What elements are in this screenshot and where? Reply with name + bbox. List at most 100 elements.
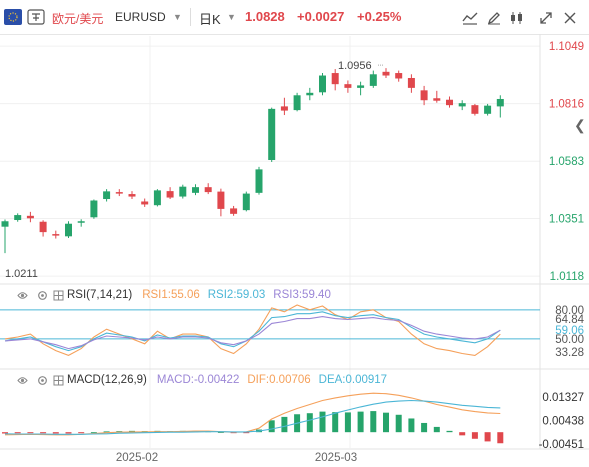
chevron-down-icon[interactable]: ▼: [173, 12, 182, 22]
expand-icon: [540, 12, 552, 24]
candle-body: [153, 190, 161, 206]
price-change-percent: +0.25%: [357, 9, 402, 24]
close-button[interactable]: [561, 9, 579, 27]
macd-histogram-bar: [497, 432, 504, 444]
macd-value: MACD:-0.00422: [156, 374, 240, 386]
expand-button[interactable]: [537, 9, 555, 27]
candle-body: [293, 95, 301, 111]
candle-body: [319, 75, 326, 93]
rsi1-value: RSI1:55.06: [142, 289, 200, 301]
candle-body: [230, 208, 238, 214]
macd-histogram-bar: [52, 432, 59, 434]
rsi-lines: [0, 304, 540, 357]
eye-icon[interactable]: [17, 290, 28, 301]
macd-histogram-bar: [332, 412, 339, 433]
macd-histogram-bar: [344, 412, 351, 433]
candle-body: [52, 234, 60, 236]
rsi-tick-label: 64.84: [555, 314, 584, 326]
candle-body: [217, 191, 225, 209]
candle-body: [14, 215, 22, 221]
macd-histogram-bar: [268, 420, 275, 433]
macd-histogram-bar: [357, 411, 364, 433]
gear-icon[interactable]: [37, 290, 48, 301]
candle-body: [496, 98, 504, 107]
divider: [190, 8, 191, 26]
candle-body: [280, 106, 288, 111]
candle-body: [128, 194, 136, 197]
macd-tick-label: 0.00438: [542, 416, 584, 428]
macd-histogram-bar: [408, 418, 415, 433]
candle-body: [115, 192, 123, 194]
draw-button[interactable]: [485, 9, 503, 27]
macd-histogram-bar: [14, 432, 21, 434]
last-price: 1.0828: [245, 9, 285, 24]
macd-header: MACD(12,26,9) MACD:-0.00422 DIF:0.00706 …: [0, 372, 387, 388]
macd-histogram-bar: [370, 411, 377, 433]
low-price-label: 1.0211: [5, 268, 38, 280]
dif-value: DIF:0.00706: [247, 374, 311, 386]
rsi-tick-label: 59.06: [555, 325, 584, 337]
high-price-label: 1.0956: [338, 60, 372, 72]
flag-icon: [4, 9, 22, 25]
macd-histogram-bar: [471, 432, 478, 439]
dea-value: DEA:0.00917: [318, 374, 388, 386]
price-change: +0.0027: [297, 9, 345, 24]
symbol-code[interactable]: EURUSD: [115, 10, 166, 24]
candle-body: [344, 84, 352, 88]
macd-histogram-bar: [65, 432, 72, 434]
candle-body: [433, 98, 441, 101]
indicator-icon: [462, 12, 478, 25]
candle-body: [268, 108, 276, 160]
macd-histogram-bar: [421, 422, 428, 433]
timeframe-selector[interactable]: 日K: [199, 12, 221, 27]
price-tick-label: 1.0118: [550, 271, 584, 283]
candle-body: [103, 191, 111, 200]
rsi-tick-label: 50.00: [555, 334, 584, 346]
macd-histogram-bar: [2, 432, 8, 434]
candle-body: [446, 99, 453, 106]
candle-body: [77, 221, 85, 223]
candle-body: [306, 92, 314, 96]
candle-body: [65, 223, 72, 237]
candle-body: [484, 105, 492, 114]
candle-body: [458, 103, 466, 107]
eye-icon[interactable]: [27, 9, 45, 25]
rsi2-value: RSI2:59.03: [207, 289, 266, 301]
chevron-left-icon[interactable]: ❮: [574, 117, 586, 133]
eye-icon[interactable]: [17, 375, 28, 386]
macd-histogram-bar: [243, 432, 250, 434]
candle-body: [471, 105, 479, 114]
macd-histogram-bar: [319, 411, 326, 433]
candle-type-button[interactable]: [508, 9, 526, 27]
chart-grid: [0, 34, 589, 450]
candle-body: [357, 85, 365, 88]
dea-line: [4, 399, 501, 435]
rsi3-line: [4, 316, 501, 350]
macd-histogram-bar: [103, 431, 110, 433]
macd-histogram-bar: [40, 432, 47, 434]
macd-tick-label: -0.00451: [539, 439, 584, 451]
candle-body: [242, 193, 250, 211]
macd-histogram-bar: [446, 430, 453, 433]
indicator-button[interactable]: [461, 9, 479, 27]
candle-body: [166, 191, 174, 198]
rsi3-value: RSI3:59.40: [273, 289, 331, 301]
close-icon: [564, 12, 576, 24]
pair-name[interactable]: 欧元/美元: [52, 12, 104, 26]
candle-body: [395, 73, 403, 79]
chevron-down-icon[interactable]: ▼: [227, 12, 236, 22]
rsi-header: RSI(7,14,21) RSI1:55.06 RSI2:59.03 RSI3:…: [0, 287, 331, 303]
gear-icon[interactable]: [37, 375, 48, 386]
macd-histogram-bar: [383, 412, 389, 433]
candle-body: [369, 74, 377, 86]
macd-histogram-bar: [433, 426, 440, 433]
grid-icon[interactable]: [53, 375, 64, 386]
rsi-tick-label: 33.28: [555, 347, 584, 359]
price-tick-label: 1.0583: [549, 156, 584, 168]
grid-icon[interactable]: [53, 290, 64, 301]
candle-body: [255, 169, 263, 193]
candle-body: [407, 77, 415, 88]
macd-plot: [2, 392, 504, 444]
candle-body: [26, 215, 34, 219]
